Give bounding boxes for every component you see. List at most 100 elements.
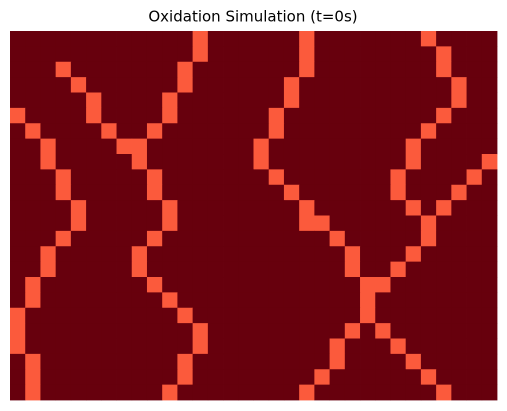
heatmap-cell [101, 307, 117, 324]
heatmap-cell [420, 169, 437, 186]
heatmap-cell [131, 61, 148, 78]
heatmap-cell [146, 369, 163, 386]
heatmap-cell [55, 338, 72, 355]
heatmap-cell [405, 46, 422, 63]
heatmap-cell [10, 384, 26, 401]
heatmap-cell [162, 384, 178, 401]
heatmap-cell [375, 123, 391, 140]
heatmap-cell [86, 384, 102, 401]
heatmap-cell [146, 46, 163, 63]
heatmap-cell [223, 230, 239, 247]
heatmap-cell [314, 353, 330, 370]
heatmap-cell [192, 107, 209, 124]
heatmap-cell [268, 292, 285, 309]
heatmap-cell [86, 353, 102, 370]
heatmap-cell [116, 277, 133, 293]
heatmap-cell [299, 384, 315, 401]
heatmap-cell [146, 184, 163, 201]
heatmap-cell [360, 277, 376, 293]
heatmap-cell [390, 107, 407, 124]
heatmap-cell [223, 384, 239, 401]
heatmap-cell [283, 292, 300, 309]
heatmap-cell [283, 184, 300, 201]
heatmap-cell [283, 123, 300, 140]
heatmap-cell [390, 261, 407, 278]
heatmap-cell [436, 154, 452, 170]
heatmap-cell [238, 123, 254, 140]
heatmap-cell [70, 92, 87, 109]
heatmap-cell [283, 230, 300, 247]
heatmap-cell [192, 292, 209, 309]
heatmap-cell [299, 92, 315, 109]
heatmap-cell [146, 353, 163, 370]
heatmap-cell [25, 323, 41, 339]
heatmap-cell [70, 353, 87, 370]
heatmap-cell [238, 338, 254, 355]
heatmap-cell [192, 46, 209, 63]
heatmap-cell [192, 184, 209, 201]
heatmap-cell [375, 338, 391, 355]
heatmap-cell [436, 200, 452, 216]
heatmap-cell [329, 323, 346, 339]
heatmap-cell [390, 200, 407, 216]
heatmap-cell [86, 307, 102, 324]
heatmap-cell [25, 169, 41, 186]
heatmap-cell [420, 369, 437, 386]
heatmap-cell [86, 323, 102, 339]
heatmap-cell [436, 77, 452, 93]
heatmap-cell [70, 323, 87, 339]
heatmap-cell [390, 123, 407, 140]
heatmap-cell [360, 246, 376, 263]
heatmap-cell [420, 200, 437, 216]
heatmap-cell [238, 230, 254, 247]
heatmap-cell [146, 338, 163, 355]
heatmap-cell [451, 323, 467, 339]
heatmap-cell [238, 154, 254, 170]
heatmap-cell [70, 61, 87, 78]
heatmap-cell [329, 46, 346, 63]
heatmap-cell [86, 261, 102, 278]
heatmap-cell [420, 353, 437, 370]
heatmap-cell [420, 261, 437, 278]
heatmap-cell [466, 261, 483, 278]
heatmap-cell [101, 31, 117, 47]
heatmap-cell [451, 61, 467, 78]
heatmap-cell [25, 184, 41, 201]
heatmap-cell [451, 215, 467, 232]
heatmap-cell [192, 369, 209, 386]
heatmap-cell [344, 31, 361, 47]
heatmap-cell [40, 31, 57, 47]
heatmap-cell [314, 92, 330, 109]
heatmap-cell [451, 369, 467, 386]
heatmap-cell [146, 246, 163, 263]
heatmap-cell [314, 323, 330, 339]
heatmap-cell [360, 107, 376, 124]
heatmap-cell [192, 384, 209, 401]
heatmap-cell [177, 384, 194, 401]
heatmap-cell [360, 184, 376, 201]
heatmap-cell [405, 107, 422, 124]
heatmap-cell [223, 61, 239, 78]
heatmap-cell [390, 277, 407, 293]
heatmap-cell [177, 200, 194, 216]
heatmap-cell [40, 92, 57, 109]
heatmap-cell [466, 169, 483, 186]
heatmap-cell [268, 384, 285, 401]
heatmap-cell [268, 323, 285, 339]
heatmap-cell [192, 353, 209, 370]
heatmap-cell [420, 277, 437, 293]
heatmap-cell [162, 77, 178, 93]
heatmap-cell [466, 307, 483, 324]
heatmap-cell [177, 77, 194, 93]
heatmap-cell [131, 184, 148, 201]
heatmap-cell [116, 353, 133, 370]
heatmap-cell [253, 77, 270, 93]
heatmap-cell [329, 338, 346, 355]
heatmap-cell [405, 61, 422, 78]
heatmap-cell [10, 230, 26, 247]
heatmap-cell [146, 31, 163, 47]
heatmap-cell [25, 61, 41, 78]
heatmap-cell [283, 138, 300, 155]
heatmap-cell [481, 384, 498, 401]
heatmap-cell [420, 215, 437, 232]
